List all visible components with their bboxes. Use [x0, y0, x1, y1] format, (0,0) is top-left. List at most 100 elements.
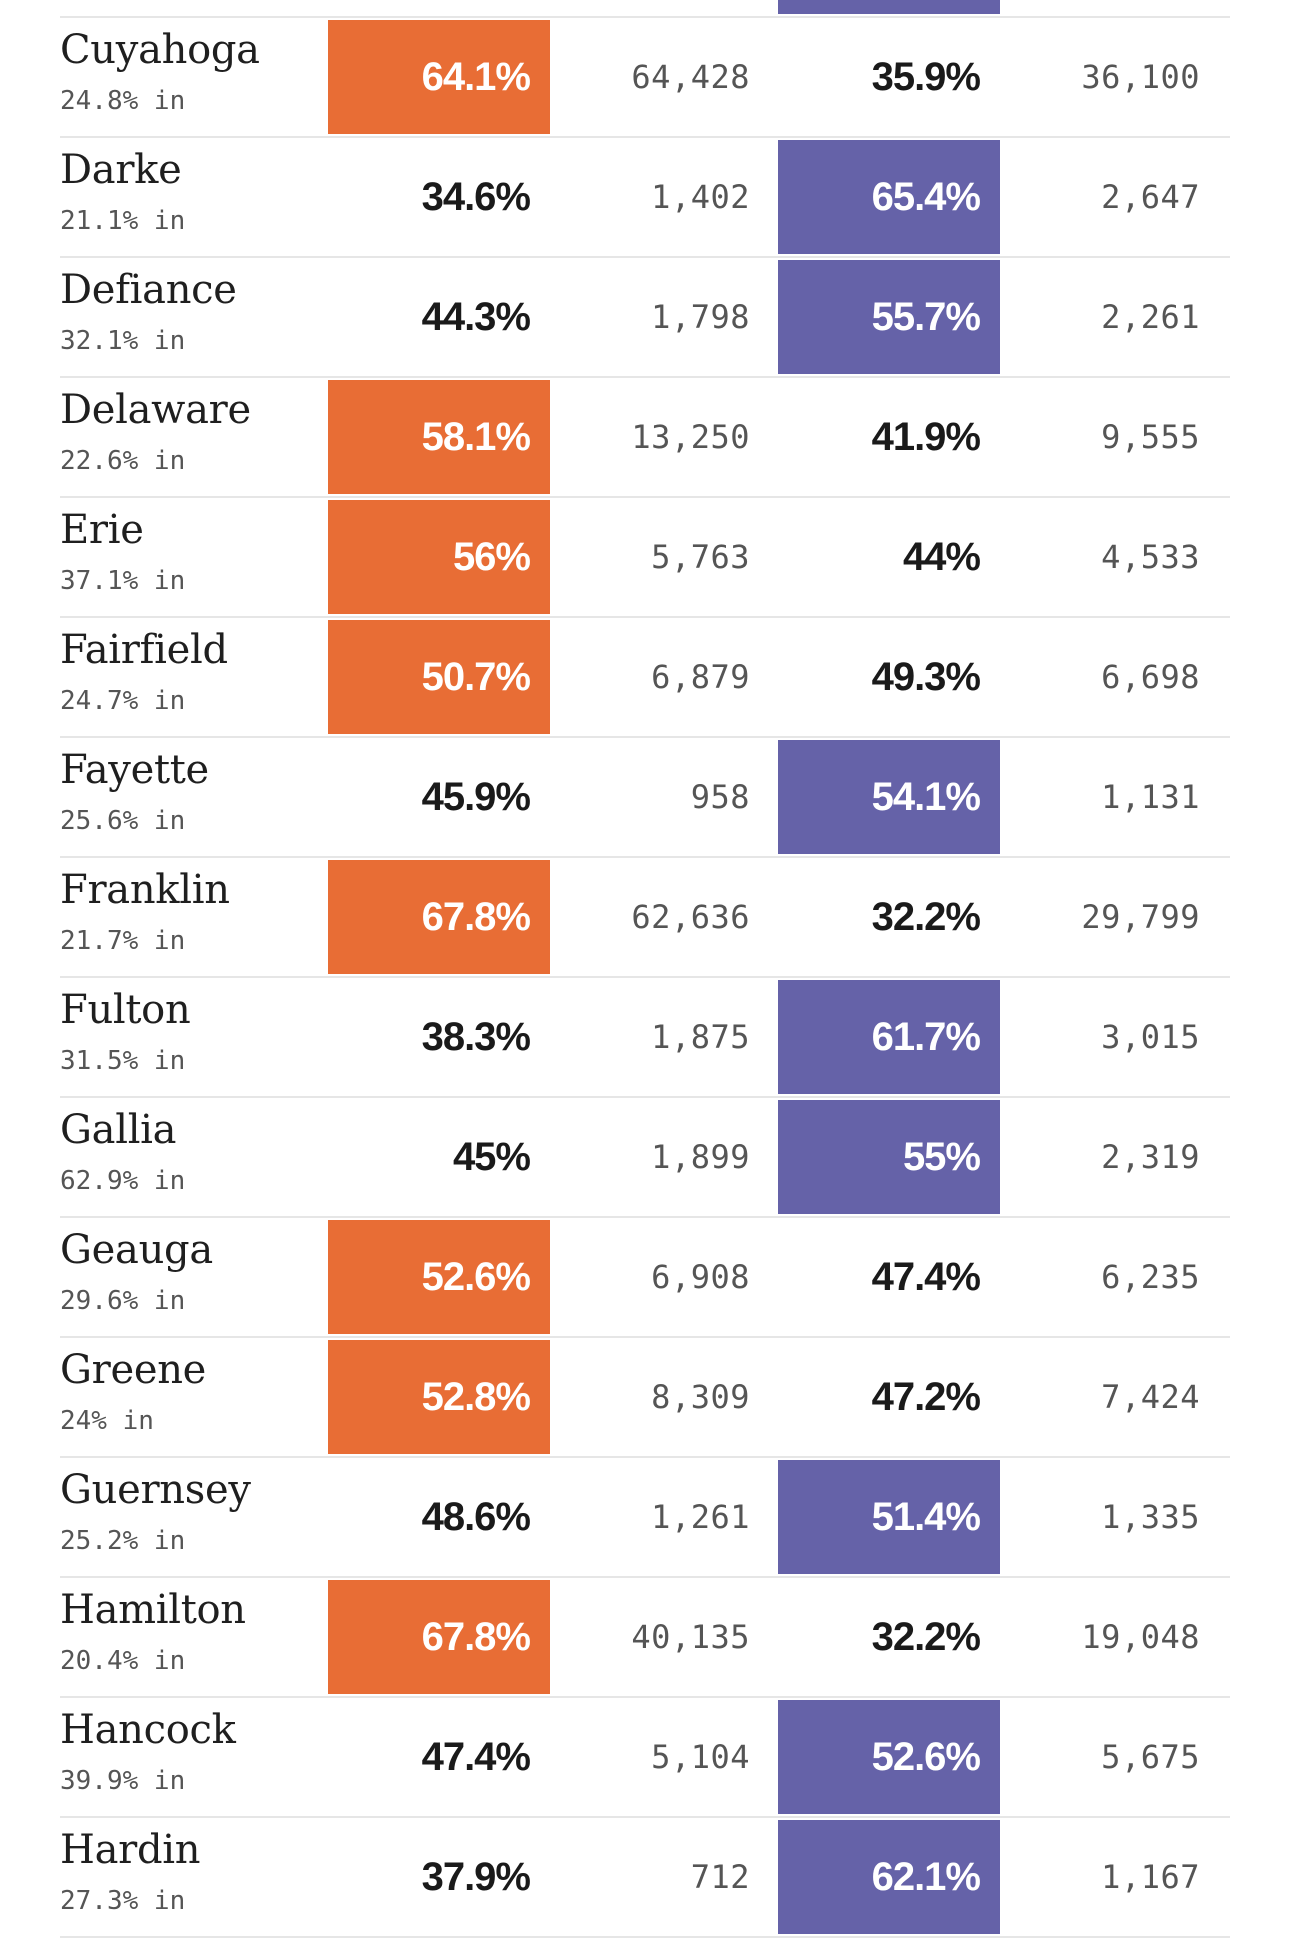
county-name: Darke: [60, 147, 182, 193]
candidate2-votes: 6,698: [1101, 658, 1200, 696]
county-name: Geauga: [60, 1227, 213, 1273]
reporting-percent: 24% in: [60, 1406, 154, 1436]
candidate1-percent: 64.1%: [328, 20, 550, 134]
candidate2-percent: 32.2%: [871, 1614, 981, 1659]
candidate2-percent: 52.6%: [778, 1700, 1000, 1814]
county-row[interactable]: Franklin 21.7% in 67.8% 62,636 32.2% 29,…: [60, 858, 1230, 978]
candidate2-votes: 19,048: [1081, 1618, 1200, 1656]
candidate2-percent: 55.7%: [778, 260, 1000, 374]
county-name: Defiance: [60, 267, 237, 313]
candidate1-votes: 6,908: [651, 1258, 750, 1296]
candidate2-votes: 36,100: [1081, 58, 1200, 96]
reporting-percent: 25.6% in: [60, 806, 186, 836]
county-row[interactable]: Geauga 29.6% in 52.6% 6,908 47.4% 6,235: [60, 1218, 1230, 1338]
county-row[interactable]: Hardin 27.3% in 37.9% 712 62.1% 1,167: [60, 1818, 1230, 1938]
candidate1-votes: 1,875: [651, 1018, 750, 1056]
reporting-percent: 27.3% in: [60, 1886, 186, 1916]
candidate1-percent: 34.6%: [421, 174, 531, 219]
county-row[interactable]: Crawford 24.6% in 50.2% 3,910 49.8% 3,87…: [60, 0, 1230, 18]
county-name: Gallia: [60, 1107, 177, 1153]
candidate2-percent: 62.1%: [778, 1820, 1000, 1934]
reporting-percent: 37.1% in: [60, 566, 186, 596]
candidate1-percent: 47.4%: [421, 1734, 531, 1779]
county-row[interactable]: Fayette 25.6% in 45.9% 958 54.1% 1,131: [60, 738, 1230, 858]
reporting-percent: 25.2% in: [60, 1526, 186, 1556]
county-cell: Defiance 32.1% in: [60, 266, 320, 356]
candidate1-votes: 40,135: [631, 1618, 750, 1656]
county-name: Cuyahoga: [60, 27, 260, 73]
reporting-percent: 21.1% in: [60, 206, 186, 236]
candidate1-votes: 1,402: [651, 178, 750, 216]
candidate1-votes: 1,261: [651, 1498, 750, 1536]
candidate2-votes: 2,261: [1101, 298, 1200, 336]
candidate1-votes: 1,798: [651, 298, 750, 336]
candidate2-percent: 55%: [778, 1100, 1000, 1214]
county-cell: Delaware 22.6% in: [60, 386, 320, 476]
candidate1-votes: 13,250: [631, 418, 750, 456]
candidate1-percent: 56%: [328, 500, 550, 614]
candidate1-percent: 50.7%: [328, 620, 550, 734]
candidate2-votes: 1,131: [1101, 778, 1200, 816]
county-cell: Fairfield 24.7% in: [60, 626, 320, 716]
reporting-percent: 29.6% in: [60, 1286, 186, 1316]
county-row[interactable]: Darke 21.1% in 34.6% 1,402 65.4% 2,647: [60, 138, 1230, 258]
reporting-percent: 24.8% in: [60, 86, 186, 116]
county-name: Greene: [60, 1347, 207, 1393]
county-row[interactable]: Erie 37.1% in 56% 5,763 44% 4,533: [60, 498, 1230, 618]
candidate1-percent: 52.8%: [328, 1340, 550, 1454]
county-row[interactable]: Greene 24% in 52.8% 8,309 47.2% 7,424: [60, 1338, 1230, 1458]
candidate1-percent: 45.9%: [421, 774, 531, 819]
candidate1-votes: 62,636: [631, 898, 750, 936]
county-name: Hancock: [60, 1707, 236, 1753]
county-cell: Erie 37.1% in: [60, 506, 320, 596]
candidate2-percent: 47.2%: [871, 1374, 981, 1419]
county-cell: Gallia 62.9% in: [60, 1106, 320, 1196]
candidate2-votes: 29,799: [1081, 898, 1200, 936]
candidate1-votes: 1,899: [651, 1138, 750, 1176]
county-name: Guernsey: [60, 1467, 251, 1513]
county-cell: Fayette 25.6% in: [60, 746, 320, 836]
county-row[interactable]: Fulton 31.5% in 38.3% 1,875 61.7% 3,015: [60, 978, 1230, 1098]
county-row[interactable]: Fairfield 24.7% in 50.7% 6,879 49.3% 6,6…: [60, 618, 1230, 738]
candidate2-percent: 35.9%: [871, 54, 981, 99]
candidate2-votes: 7,424: [1101, 1378, 1200, 1416]
county-name: Hardin: [60, 1827, 201, 1873]
candidate2-percent: 44%: [902, 534, 981, 579]
county-row[interactable]: Guernsey 25.2% in 48.6% 1,261 51.4% 1,33…: [60, 1458, 1230, 1578]
candidate2-percent: 41.9%: [871, 414, 981, 459]
candidate2-percent: 49.3%: [871, 654, 981, 699]
county-row[interactable]: Cuyahoga 24.8% in 64.1% 64,428 35.9% 36,…: [60, 18, 1230, 138]
county-results-table: Crawford 24.6% in 50.2% 3,910 49.8% 3,87…: [60, 0, 1230, 1938]
candidate1-votes: 3,910: [560, 0, 750, 14]
candidate1-percent: 38.3%: [421, 1014, 531, 1059]
candidate1-percent: 67.8%: [328, 1580, 550, 1694]
county-name: Erie: [60, 507, 144, 553]
candidate2-votes: 9,555: [1101, 418, 1200, 456]
candidate1-votes: 712: [690, 1858, 750, 1896]
county-row[interactable]: Hamilton 20.4% in 67.8% 40,135 32.2% 19,…: [60, 1578, 1230, 1698]
candidate1-percent: 37.9%: [421, 1854, 531, 1899]
county-cell: Hamilton 20.4% in: [60, 1586, 320, 1676]
county-row[interactable]: Delaware 22.6% in 58.1% 13,250 41.9% 9,5…: [60, 378, 1230, 498]
county-cell: Cuyahoga 24.8% in: [60, 26, 320, 116]
county-cell: Geauga 29.6% in: [60, 1226, 320, 1316]
candidate1-percent: 67.8%: [328, 860, 550, 974]
candidate2-percent: 61.7%: [778, 980, 1000, 1094]
county-row[interactable]: Gallia 62.9% in 45% 1,899 55% 2,319: [60, 1098, 1230, 1218]
candidate2-votes: 4,533: [1101, 538, 1200, 576]
county-row[interactable]: Defiance 32.1% in 44.3% 1,798 55.7% 2,26…: [60, 258, 1230, 378]
reporting-percent: 20.4% in: [60, 1646, 186, 1676]
county-name: Hamilton: [60, 1587, 246, 1633]
county-name: Delaware: [60, 387, 251, 433]
candidate1-votes: 8,309: [651, 1378, 750, 1416]
county-cell: Darke 21.1% in: [60, 146, 320, 236]
candidate2-percent: 32.2%: [871, 894, 981, 939]
reporting-percent: 32.1% in: [60, 326, 186, 356]
candidate2-percent: 65.4%: [778, 140, 1000, 254]
county-name: Fulton: [60, 987, 191, 1033]
county-cell: Guernsey 25.2% in: [60, 1466, 320, 1556]
county-name: Fairfield: [60, 627, 228, 673]
candidate2-votes: 3,015: [1101, 1018, 1200, 1056]
candidate2-votes: 2,647: [1101, 178, 1200, 216]
county-row[interactable]: Hancock 39.9% in 47.4% 5,104 52.6% 5,675: [60, 1698, 1230, 1818]
